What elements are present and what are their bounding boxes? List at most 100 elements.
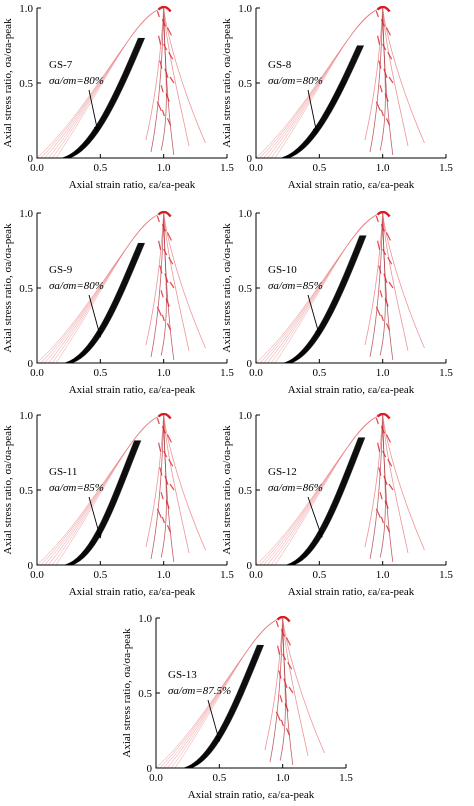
post-peak-curve (369, 414, 384, 560)
data-layer (256, 413, 425, 565)
y-tick-label: 0.5 (19, 78, 33, 90)
cyclic-loop-curve (186, 644, 261, 768)
peak-fragment (165, 93, 170, 102)
y-tick-label: 1.0 (19, 208, 33, 220)
x-axis-label: Axial strain ratio, εa/εa-peak (69, 384, 196, 396)
peak-fragment (378, 265, 382, 274)
peak-fragment (168, 51, 174, 60)
peak-fragment (161, 314, 165, 322)
y-tick-label: 1.0 (238, 3, 252, 15)
peak-fragment (168, 458, 174, 467)
peak-fragment (158, 240, 162, 250)
peak-fragment (278, 670, 282, 679)
cyclic-loop-curve (65, 37, 142, 158)
peak-fragment (166, 118, 172, 126)
peak-fragment (375, 215, 379, 223)
envelope-loading-curve (274, 414, 383, 565)
peak-fragment (277, 645, 281, 655)
peak-fragment (379, 492, 383, 500)
stress-ratio-label: σa/σm=80% (49, 75, 104, 87)
x-axis-label: Axial strain ratio, εa/εa-peak (69, 179, 196, 191)
cyclic-loop-curve (67, 440, 138, 565)
peak-fragment (164, 68, 169, 78)
peak-marker (376, 6, 391, 13)
peak-fragment (275, 620, 279, 628)
cyclic-loop-curve (284, 45, 361, 158)
y-tick-label: 0 (28, 560, 34, 572)
cyclic-loop-curve (281, 45, 358, 158)
y-tick-label: 0.5 (238, 485, 252, 497)
stress-ratio-label: σa/σm=86% (268, 482, 323, 494)
post-peak-curve (382, 212, 409, 352)
specimen-label: GS-8 (268, 59, 292, 71)
y-tick-label: 1.0 (238, 208, 252, 220)
peak-fragment (375, 101, 381, 111)
x-tick-label: 0.5 (312, 569, 326, 581)
annotation-arrow (307, 294, 321, 336)
annotation-arrow (207, 699, 221, 742)
specimen-label: GS-13 (168, 669, 197, 681)
cyclic-loop-curve (284, 235, 361, 363)
x-tick-label: 1.5 (439, 367, 453, 379)
peak-fragment (385, 323, 391, 331)
envelope-loading-curve (55, 414, 164, 565)
specimen-label: GS-10 (268, 264, 297, 276)
x-tick-label: 1.5 (339, 772, 353, 784)
x-tick-label: 0.0 (30, 367, 44, 379)
cyclic-loop-curve (64, 37, 142, 158)
cyclic-loop-curve (285, 235, 362, 363)
cyclic-loop-curve (287, 437, 360, 565)
cyclic-loop-curve (66, 440, 137, 565)
cyclic-loop-curve (68, 37, 146, 158)
peak-fragment (384, 298, 389, 307)
peak-marker (376, 413, 391, 420)
peak-marker (157, 211, 172, 218)
stress-ratio-label: σa/σm=85% (268, 280, 323, 292)
cyclic-loop-curve (67, 440, 138, 565)
post-peak-curve (369, 212, 384, 358)
peak-fragment (387, 458, 393, 467)
cyclic-loop-curve (285, 235, 362, 363)
x-axis-label: Axial strain ratio, εa/εa-peak (288, 384, 415, 396)
x-tick-label: 0.5 (93, 569, 107, 581)
x-tick-label: 1.5 (220, 162, 234, 174)
cyclic-loop-curve (184, 644, 259, 768)
peak-fragment (158, 35, 162, 45)
peak-fragment (377, 442, 381, 452)
cyclic-loop-curve (284, 235, 362, 363)
x-tick-label: 0.0 (249, 162, 263, 174)
peak-marker (276, 616, 291, 623)
envelope-loading-curve (274, 212, 383, 363)
specimen-label: GS-11 (49, 466, 77, 478)
peak-fragment (284, 703, 289, 712)
cyclic-loop-curve (283, 45, 361, 158)
y-axis-label: Axial stress ratio, σa/σa-peak (2, 223, 14, 353)
cyclic-loop-curve (282, 45, 359, 158)
peak-marker (376, 211, 391, 218)
post-peak-curve (382, 414, 394, 563)
cyclic-loop-curve (287, 437, 361, 565)
y-tick-label: 1.0 (138, 613, 152, 625)
peak-fragment (166, 27, 173, 36)
peak-fragment (380, 109, 384, 117)
peak-fragment (375, 306, 381, 316)
y-tick-label: 0 (147, 763, 153, 775)
post-peak-curve (364, 212, 384, 346)
annotation-arrow (88, 294, 102, 338)
post-peak-curve (145, 7, 165, 141)
peak-fragment (161, 224, 166, 232)
peak-fragment (287, 661, 293, 670)
x-tick-label: 0.0 (249, 569, 263, 581)
peak-fragment (166, 525, 172, 533)
post-peak-curve (163, 414, 175, 563)
y-tick-label: 1.0 (19, 410, 33, 422)
panel-gs-11: 0.0 0.5 1.0 1.5 0 0.5 1.0 Axial strain ratio, ε… (2, 410, 234, 598)
y-tick-label: 0 (28, 153, 34, 165)
y-tick-label: 0.5 (19, 485, 33, 497)
stress-ratio-label: σa/σm=80% (268, 75, 323, 87)
annotation-arrow (88, 496, 102, 539)
panel-gs-8: 0.0 0.5 1.0 1.5 0 0.5 1.0 Axial strain ratio, ε… (221, 3, 453, 191)
peak-fragment (383, 68, 388, 78)
data-layer (256, 6, 425, 158)
